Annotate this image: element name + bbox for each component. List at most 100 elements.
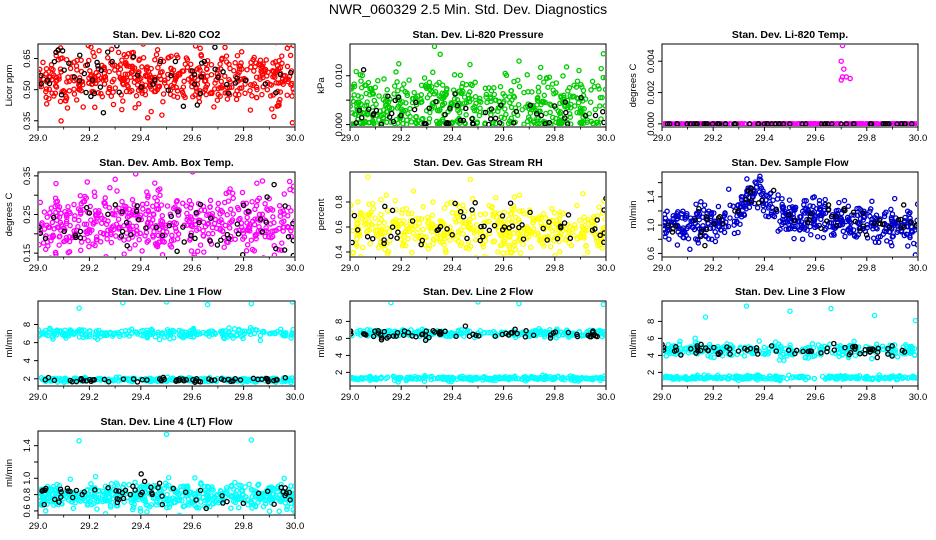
y-tick-label: 0.25: [22, 205, 33, 224]
data-point: [409, 333, 415, 339]
data-point: [597, 232, 603, 239]
data-point: [96, 207, 102, 214]
data-point: [426, 91, 433, 98]
data-point: [42, 235, 49, 242]
data-point: [796, 227, 803, 233]
data-point: [812, 224, 818, 231]
data-point: [455, 107, 461, 114]
data-point: [222, 73, 228, 79]
data-point: [600, 225, 605, 231]
data-point: [159, 330, 166, 336]
data-point: [467, 176, 474, 183]
data-point: [403, 100, 409, 106]
data-point: [404, 117, 410, 123]
data-point: [466, 98, 473, 105]
data-point: [755, 121, 761, 126]
data-point: [151, 88, 158, 95]
data-point: [472, 93, 479, 100]
data-point: [786, 372, 792, 378]
series: [351, 326, 605, 385]
data-point: [562, 236, 569, 243]
data-point: [561, 220, 568, 226]
data-point: [572, 225, 579, 231]
data-point: [600, 108, 605, 115]
data-point: [180, 224, 186, 230]
data-point: [525, 114, 532, 120]
data-point: [289, 93, 294, 99]
data-point: [457, 242, 464, 249]
x-tick-label: 29.0: [29, 392, 48, 403]
data-point: [691, 226, 698, 233]
data-point: [291, 89, 294, 95]
data-point: [598, 116, 604, 122]
data-point: [381, 240, 387, 247]
data-point: [360, 67, 367, 73]
data-point: [521, 89, 527, 96]
data-point: [884, 238, 890, 244]
data-point: [706, 341, 713, 348]
data-point: [547, 109, 553, 116]
data-point: [357, 72, 364, 78]
data-point: [211, 377, 218, 383]
data-point: [215, 74, 221, 81]
data-point: [497, 83, 504, 90]
data-point: [142, 233, 148, 239]
data-point: [264, 73, 270, 79]
data-point: [133, 208, 140, 215]
data-point: [213, 225, 220, 232]
data-point: [290, 183, 294, 189]
data-point: [59, 376, 65, 383]
data-point: [419, 331, 426, 337]
data-point: [576, 217, 583, 224]
data-point: [126, 223, 132, 230]
data-point: [77, 247, 84, 254]
data-point: [430, 99, 437, 106]
data-point: [540, 331, 547, 337]
data-point: [133, 223, 140, 229]
data-point: [196, 219, 202, 226]
data-point: [501, 375, 507, 381]
data-point: [183, 55, 190, 61]
x-tick-label: 29.6: [494, 133, 513, 144]
data-point: [820, 234, 827, 241]
data-point: [557, 212, 563, 218]
data-point: [120, 81, 127, 88]
data-point: [570, 374, 577, 381]
data-point: [139, 248, 145, 254]
y-tick-label: 0.35: [22, 167, 33, 186]
data-point: [803, 198, 809, 204]
y-tick-label: 0.65: [22, 49, 33, 68]
data-point: [234, 221, 241, 227]
data-point: [679, 226, 685, 233]
data-point: [592, 231, 598, 238]
data-point: [416, 232, 422, 239]
data-point: [415, 215, 422, 222]
data-point: [151, 228, 157, 235]
data-point: [230, 211, 236, 217]
data-point: [491, 238, 498, 244]
data-point: [116, 89, 122, 95]
data-point: [398, 112, 404, 119]
data-point: [442, 111, 448, 118]
data-point: [462, 323, 469, 329]
data-point: [101, 216, 108, 223]
data-point: [202, 77, 209, 84]
data-point: [39, 81, 44, 87]
data-point: [157, 58, 164, 65]
data-point: [123, 331, 130, 337]
data-point: [458, 90, 465, 96]
data-point: [889, 211, 896, 217]
data-point: [516, 58, 522, 64]
y-axis-label: degrees C: [628, 63, 639, 107]
data-point: [876, 217, 883, 224]
data-point: [224, 96, 231, 102]
data-point: [462, 267, 466, 271]
data-point: [389, 224, 396, 230]
x-tick-label: 29.8: [546, 263, 565, 274]
data-point: [217, 61, 223, 67]
data-point: [44, 214, 50, 220]
data-point: [730, 203, 736, 209]
data-point: [530, 102, 536, 109]
data-point: [477, 211, 484, 218]
data-point: [61, 89, 68, 95]
